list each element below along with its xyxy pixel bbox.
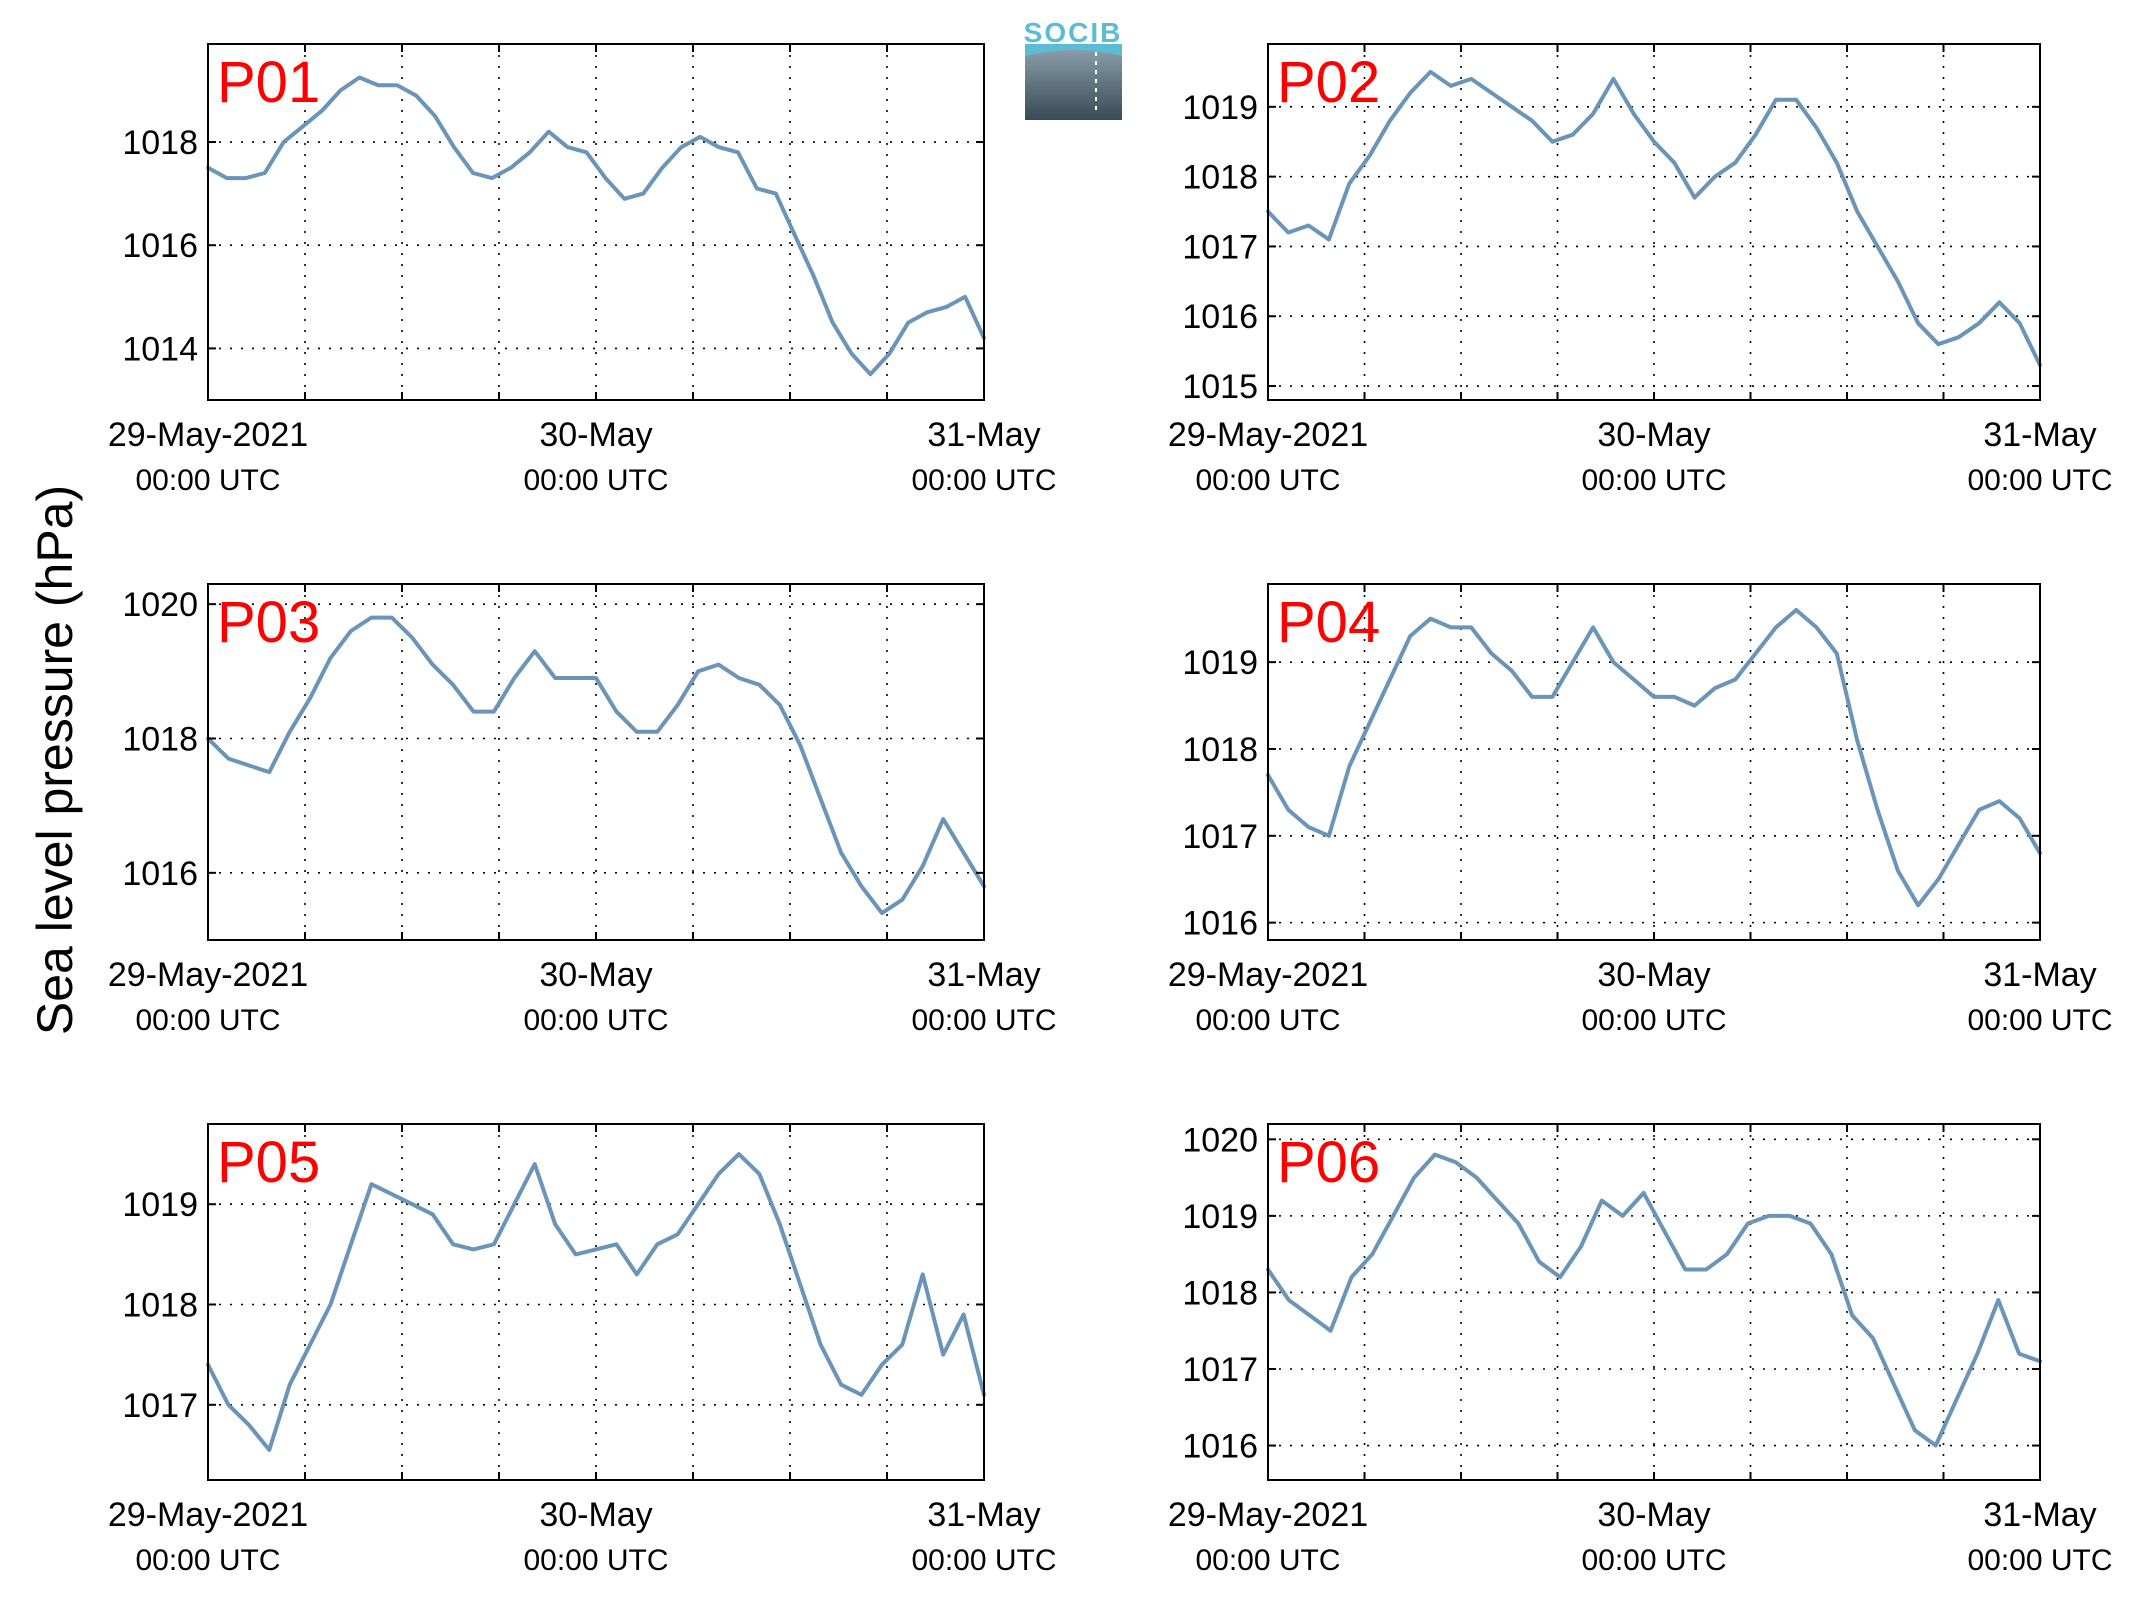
x-tick-sublabel: 00:00 UTC <box>1967 1004 2112 1037</box>
x-tick-sublabel: 00:00 UTC <box>1195 1004 1340 1037</box>
x-tick-sublabel: 00:00 UTC <box>1967 464 2112 497</box>
x-tick-label: 31-May <box>1983 1496 2096 1534</box>
panel-label: P02 <box>1277 50 1380 115</box>
y-tick-label: 1017 <box>1182 1351 1258 1389</box>
socib-logo-block <box>1025 44 1122 120</box>
y-tick-label: 1017 <box>1182 818 1258 856</box>
x-tick-label: 30-May <box>539 416 652 454</box>
y-tick-label: 1015 <box>1182 368 1258 406</box>
x-tick-label: 30-May <box>1597 416 1710 454</box>
socib-logo-text: SOCIB <box>1024 17 1123 48</box>
panel-label: P03 <box>217 590 320 655</box>
panel-p04: 1016 1017 1018 1019 29-May-2021 00:00 UTC 30-M… <box>1168 583 2113 1037</box>
y-tick-label: 1016 <box>1182 905 1258 943</box>
y-tick-label: 1018 <box>122 720 198 758</box>
x-tick-label: 31-May <box>927 1496 1040 1534</box>
y-tick-label: 1017 <box>122 1387 198 1425</box>
y-tick-label: 1019 <box>1182 644 1258 682</box>
panel-label: P04 <box>1277 590 1380 655</box>
x-tick-sublabel: 00:00 UTC <box>911 1544 1056 1577</box>
x-tick-label: 30-May <box>539 1496 652 1534</box>
x-tick-label: 30-May <box>1597 1496 1710 1534</box>
x-tick-label: 29-May-2021 <box>1168 956 1368 994</box>
panel-p03: 1016 1018 1020 29-May-2021 00:00 UTC 30-May 00… <box>108 583 1057 1037</box>
y-tick-label: 1016 <box>1182 298 1258 336</box>
x-tick-label: 30-May <box>539 956 652 994</box>
panel-p02: 1015 1016 1017 1018 1019 29-May-2021 00:00 UTC… <box>1168 43 2113 497</box>
y-tick-label: 1018 <box>1182 1274 1258 1312</box>
y-tick-label: 1020 <box>122 586 198 624</box>
x-tick-sublabel: 00:00 UTC <box>523 1544 668 1577</box>
pressure-series-line <box>206 615 986 916</box>
panel-p06: 1016 1017 1018 1019 1020 29-May-2021 00:00 UTC… <box>1168 1121 2113 1577</box>
y-tick-label: 1019 <box>122 1186 198 1224</box>
x-tick-sublabel: 00:00 UTC <box>1581 464 1726 497</box>
socib-logo: SOCIB <box>1024 17 1123 120</box>
x-tick-label: 31-May <box>1983 416 2096 454</box>
x-tick-sublabel: 00:00 UTC <box>135 1004 280 1037</box>
x-tick-sublabel: 00:00 UTC <box>911 464 1056 497</box>
y-tick-label: 1016 <box>122 855 198 893</box>
y-tick-label: 1017 <box>1182 228 1258 266</box>
pressure-series-line <box>1266 69 2042 368</box>
panel-label: P06 <box>1277 1130 1380 1195</box>
panel-p01: 1014 1016 1018 29-May-2021 00:00 UTC 30-May 00… <box>108 43 1057 497</box>
x-tick-sublabel: 00:00 UTC <box>135 1544 280 1577</box>
y-tick-label: 1014 <box>122 330 198 368</box>
x-tick-label: 29-May-2021 <box>108 416 308 454</box>
y-tick-label: 1020 <box>1182 1121 1258 1159</box>
x-tick-sublabel: 00:00 UTC <box>911 1004 1056 1037</box>
socib-logo-wave <box>1025 44 1122 56</box>
y-tick-label: 1018 <box>122 124 198 162</box>
x-tick-label: 30-May <box>1597 956 1710 994</box>
y-tick-label: 1016 <box>122 227 198 265</box>
x-tick-sublabel: 00:00 UTC <box>1967 1544 2112 1577</box>
pressure-series-line <box>1266 608 2042 908</box>
y-tick-label: 1018 <box>122 1287 198 1325</box>
x-tick-sublabel: 00:00 UTC <box>1581 1004 1726 1037</box>
x-tick-label: 29-May-2021 <box>108 956 308 994</box>
x-tick-label: 29-May-2021 <box>1168 1496 1368 1534</box>
y-tick-label: 1016 <box>1182 1428 1258 1466</box>
y-tick-label: 1019 <box>1182 89 1258 127</box>
y-axis-label: Sea level pressure (hPa) <box>27 485 83 1035</box>
y-tick-label: 1019 <box>1182 1198 1258 1236</box>
x-tick-sublabel: 00:00 UTC <box>523 1004 668 1037</box>
pressure-series-line <box>206 1152 986 1452</box>
pressure-series-line <box>206 75 986 377</box>
x-tick-sublabel: 00:00 UTC <box>1581 1544 1726 1577</box>
x-tick-sublabel: 00:00 UTC <box>135 464 280 497</box>
y-tick-label: 1018 <box>1182 731 1258 769</box>
panel-p05: 1017 1018 1019 29-May-2021 00:00 UTC 30-May 00… <box>108 1123 1057 1577</box>
x-tick-label: 31-May <box>1983 956 2096 994</box>
x-tick-label: 31-May <box>927 956 1040 994</box>
pressure-series-line <box>1266 1152 2042 1448</box>
x-tick-sublabel: 00:00 UTC <box>1195 464 1340 497</box>
x-tick-label: 31-May <box>927 416 1040 454</box>
x-tick-sublabel: 00:00 UTC <box>1195 1544 1340 1577</box>
x-tick-label: 29-May-2021 <box>108 1496 308 1534</box>
y-tick-label: 1018 <box>1182 159 1258 197</box>
x-tick-sublabel: 00:00 UTC <box>523 464 668 497</box>
panel-label: P01 <box>217 50 320 115</box>
panel-label: P05 <box>217 1130 320 1195</box>
x-tick-label: 29-May-2021 <box>1168 416 1368 454</box>
